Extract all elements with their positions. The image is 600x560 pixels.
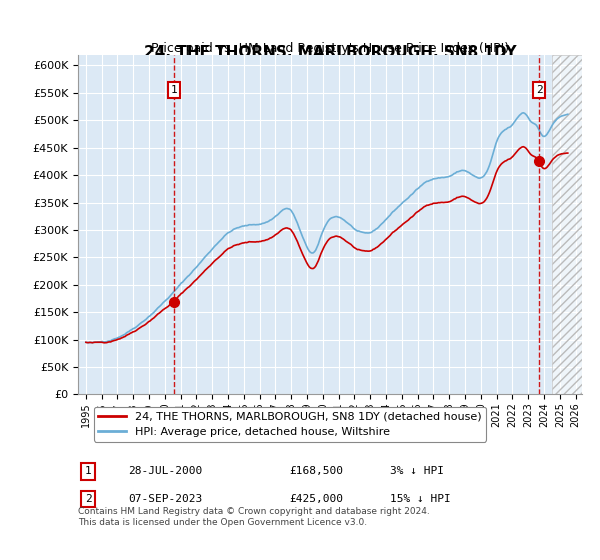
Text: 3% ↓ HPI: 3% ↓ HPI (391, 466, 445, 476)
Text: 1: 1 (170, 85, 177, 95)
Legend: 24, THE THORNS, MARLBOROUGH, SN8 1DY (detached house), HPI: Average price, detac: 24, THE THORNS, MARLBOROUGH, SN8 1DY (de… (94, 407, 486, 442)
Text: £425,000: £425,000 (290, 494, 344, 504)
Text: 07-SEP-2023: 07-SEP-2023 (128, 494, 203, 504)
Text: 2: 2 (85, 494, 91, 504)
Text: 2: 2 (536, 85, 542, 95)
Text: Price paid vs. HM Land Registry's House Price Index (HPI): Price paid vs. HM Land Registry's House … (151, 41, 509, 54)
Text: 24, THE THORNS, MARLBOROUGH, SN8 1DY: 24, THE THORNS, MARLBOROUGH, SN8 1DY (143, 45, 517, 60)
Text: £168,500: £168,500 (290, 466, 344, 476)
Text: Contains HM Land Registry data © Crown copyright and database right 2024.
This d: Contains HM Land Registry data © Crown c… (78, 507, 430, 526)
Text: 15% ↓ HPI: 15% ↓ HPI (391, 494, 451, 504)
Text: 28-JUL-2000: 28-JUL-2000 (128, 466, 203, 476)
Text: 1: 1 (85, 466, 91, 476)
